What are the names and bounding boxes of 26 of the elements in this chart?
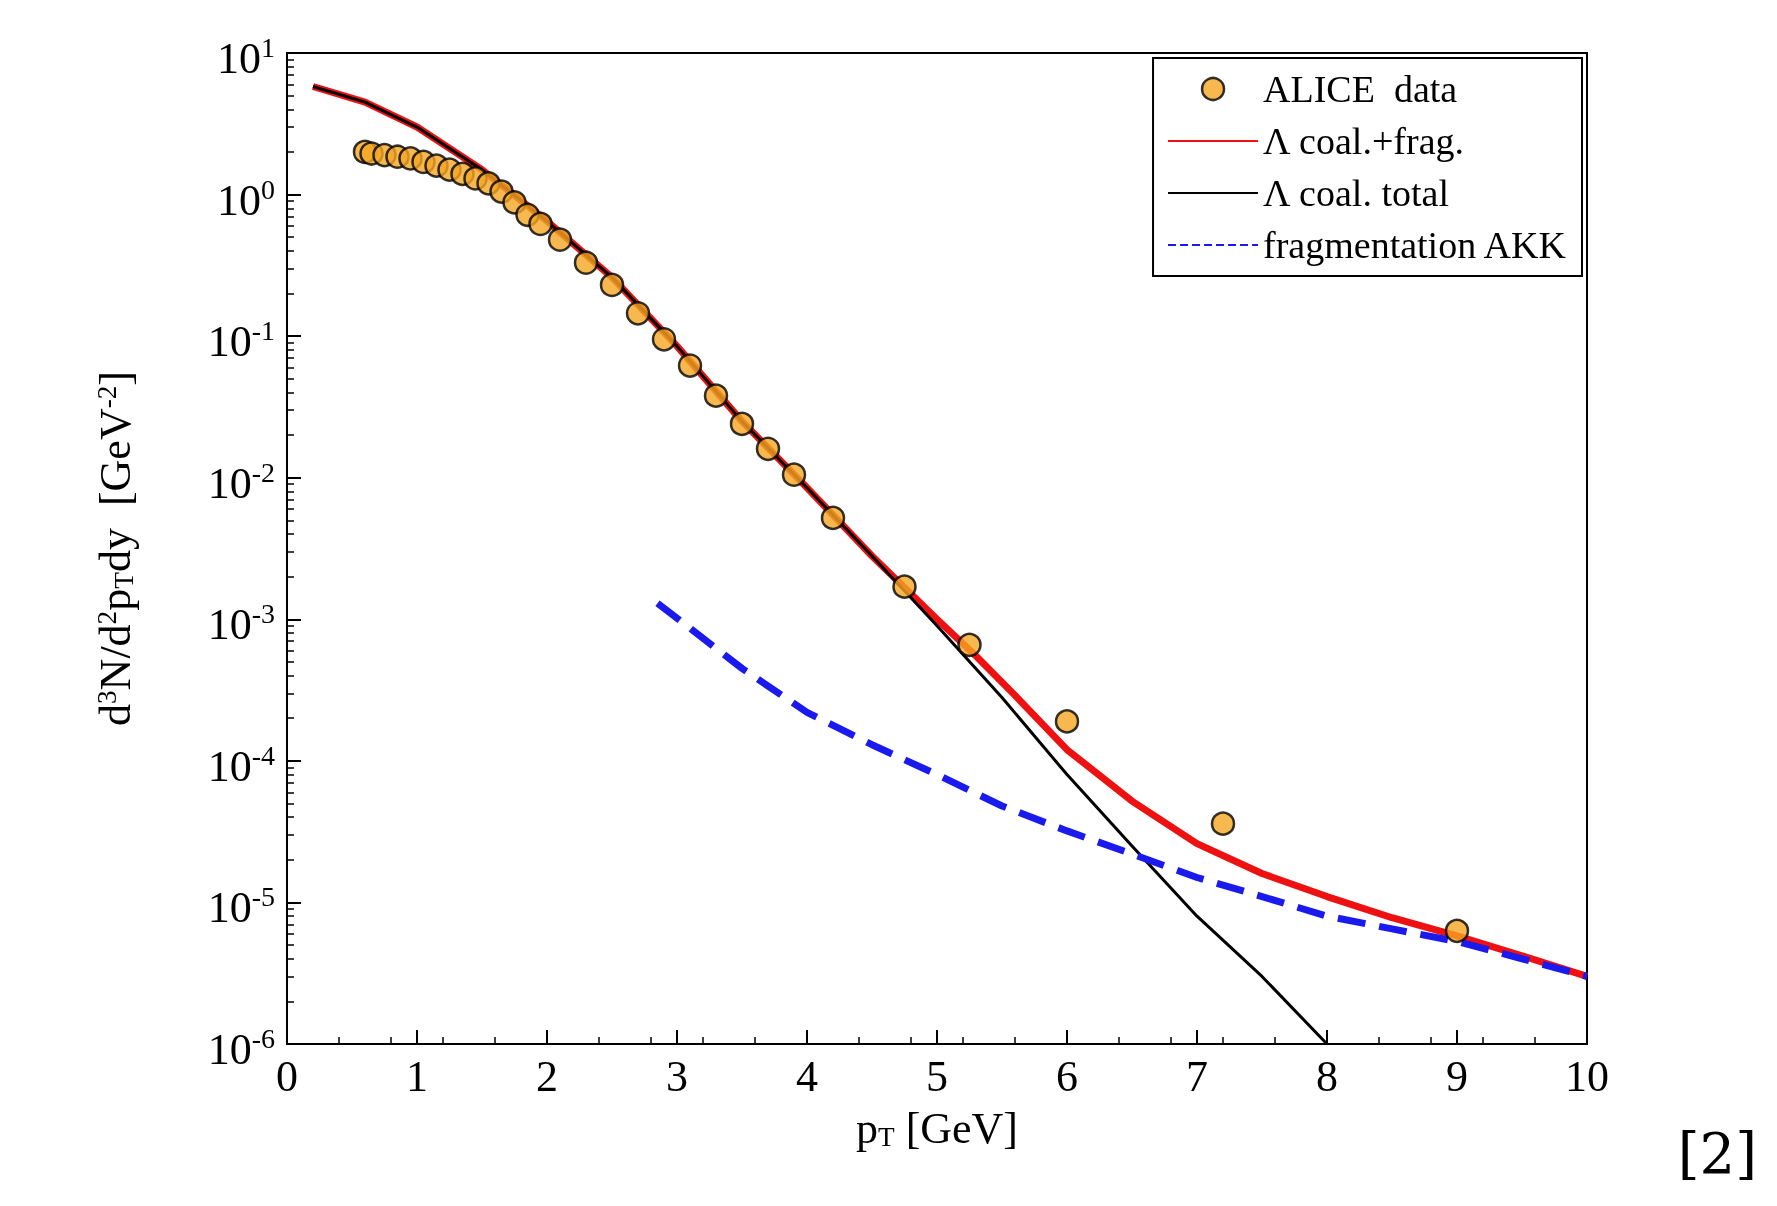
x-tick-label: 8 bbox=[1316, 1051, 1338, 1101]
x-tick-label: 6 bbox=[1056, 1051, 1078, 1101]
x-tick-label: 10 bbox=[1565, 1051, 1609, 1101]
text: d3N/d2pTdy [GeV-2] bbox=[90, 370, 140, 727]
y-tick-label: 10$^{1}$ bbox=[217, 31, 275, 83]
y-tick-label: 10$^{0}$ bbox=[217, 172, 275, 225]
y-tick-label: 10$^{-2}$ bbox=[207, 455, 275, 508]
x-tick-label: 9 bbox=[1446, 1051, 1468, 1101]
y-tick-label: 10$^{-4}$ bbox=[207, 738, 275, 791]
legend-label: fragmentation AKK bbox=[1263, 224, 1567, 266]
legend-label: Λ coal.+frag. bbox=[1263, 120, 1464, 162]
legend-label: ALICE data bbox=[1263, 68, 1458, 110]
text: [2] bbox=[1677, 1120, 1757, 1186]
legend-label: Λ coal. total bbox=[1263, 172, 1449, 214]
x-axis-title: pT [GeV] bbox=[855, 1103, 1019, 1153]
y-tick-label: 10$^{-5}$ bbox=[207, 880, 275, 933]
x-tick-label: 0 bbox=[276, 1051, 298, 1101]
x-tick-label: 2 bbox=[536, 1051, 558, 1101]
x-tick-label: 5 bbox=[926, 1051, 948, 1101]
x-tick-label: 4 bbox=[796, 1051, 818, 1101]
x-tick-label: 1 bbox=[406, 1051, 428, 1101]
x-tick-label: 7 bbox=[1186, 1051, 1208, 1101]
x-tick-label: 3 bbox=[666, 1051, 688, 1101]
y-tick-label: 10$^{-3}$ bbox=[207, 597, 275, 650]
y-tick-label: 10$^{-6}$ bbox=[207, 1022, 275, 1074]
y-tick-label: 10$^{-1}$ bbox=[207, 314, 275, 367]
